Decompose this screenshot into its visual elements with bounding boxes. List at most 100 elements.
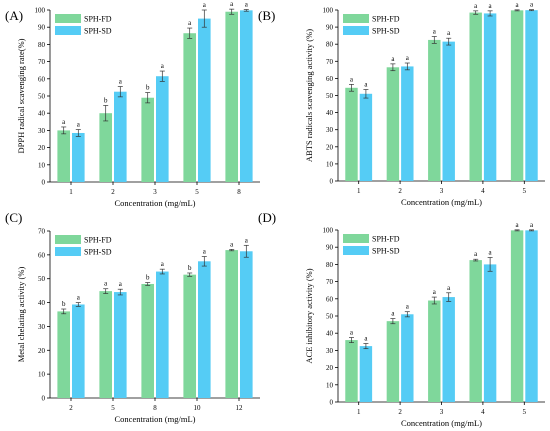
bar-sph-fd [225,11,238,182]
y-tick-label: 40 [326,109,334,117]
y-tick-label: 80 [326,41,334,49]
bar-sph-sd [72,304,85,398]
y-axis-title: DPPH radical scavenging rate(%) [16,38,26,153]
panel-d: (D) 0 10 20 30 40 50 60 70 80 90 100 1 a a 2 a a 3 a a 4 a a 5 a a… [258,210,545,428]
y-tick-label: 10 [326,160,334,168]
bar-sph-fd [99,291,112,398]
y-tick-label: 60 [326,295,334,303]
legend-label: SPH-FD [372,235,400,244]
x-tick-label: 1 [357,408,361,416]
y-tick-label: 100 [323,227,334,235]
panel-b: (B) 0 10 20 30 40 50 60 70 80 90 100 1 a a 2 a a 3 a a 4 a a 5 a a… [258,1,545,207]
bar-sph-sd [359,93,373,181]
bar-sph-fd [57,130,70,182]
bar-sph-sd [401,66,414,181]
x-tick-label: 3 [440,408,444,416]
significance-letter: a [245,236,249,244]
y-tick-label: 90 [326,244,334,252]
significance-letter: a [350,329,354,337]
bar-sph-fd [345,340,358,402]
x-tick-label: 3 [440,187,444,195]
bar-sph-sd [156,271,169,398]
x-tick-label: 8 [237,188,241,196]
bar-sph-fd [183,33,196,182]
bar-sph-sd [240,10,253,183]
y-tick-label: 90 [38,24,46,32]
significance-letter: a [391,55,395,63]
x-tick-label: 2 [111,188,115,196]
bar-sph-sd [442,41,455,182]
x-tick-label: 3 [153,188,157,196]
significance-letter: a [350,75,354,83]
x-tick-label: 1 [69,188,73,196]
bar-sph-sd [198,18,211,182]
y-tick-label: 0 [330,178,334,186]
significance-letter: a [433,28,437,36]
panel-c: (C) 0 10 20 30 40 50 60 70 2 b a 5 a a 8 b a 10 b a 12 a a Conce… [5,210,260,424]
y-tick-label: 10 [38,161,46,169]
significance-letter: a [161,260,165,268]
legend-label: SPH-FD [84,236,112,245]
legend-swatch [343,14,369,23]
bar-sph-fd [428,300,441,402]
bar-sph-fd [428,39,441,181]
bar-sph-fd [386,321,400,402]
y-tick-label: 20 [326,143,334,151]
legend-label: SPH-SD [84,248,112,257]
significance-letter: a [489,2,493,10]
significance-letter: a [119,280,123,288]
bar-sph-fd [141,97,154,182]
legend-swatch [55,14,81,23]
panel-label: (D) [258,210,276,225]
significance-letter: a [433,288,437,296]
significance-letter: a [230,240,234,248]
y-tick-label: 60 [326,75,334,83]
y-tick-label: 70 [326,278,334,286]
significance-letter: a [104,280,108,288]
panel-a: (A) 0 10 20 30 40 50 60 70 80 90 100 1 a a 2 b a 3 b a 5 a a 8 a a… [5,0,260,208]
y-tick-label: 50 [326,92,334,100]
x-tick-label: 12 [236,404,244,412]
x-axis-title: Concentration (mg/mL) [401,418,482,428]
bar-sph-fd [99,113,112,182]
y-tick-label: 20 [38,347,46,355]
bar-sph-fd [510,230,524,402]
y-tick-label: 40 [38,299,46,307]
legend-label: SPH-SD [372,27,400,36]
y-tick-label: 50 [38,93,46,101]
bar-sph-sd [483,264,497,402]
bar-sph-fd [225,250,238,398]
legend-swatch [55,235,81,244]
significance-letter: a [188,19,192,27]
significance-letter: a [406,303,410,311]
y-tick-label: 0 [42,179,46,187]
bar-sph-sd [525,10,538,181]
x-axis-title: Concentration (mg/mL) [115,414,196,424]
bar-sph-sd [483,13,497,182]
significance-letter: a [447,29,451,37]
y-tick-label: 100 [323,7,334,15]
significance-letter: a [474,2,478,10]
y-tick-label: 80 [326,261,334,269]
panel-label: (B) [258,8,275,23]
y-tick-label: 30 [326,347,334,355]
x-axis-title: Concentration (mg/mL) [401,197,482,207]
significance-letter: a [530,221,534,229]
y-tick-label: 70 [326,58,334,66]
significance-letter: a [230,0,234,8]
significance-letter: a [203,248,207,256]
bar-sph-fd [183,274,196,398]
x-tick-label: 10 [194,404,202,412]
bar-sph-fd [510,10,524,182]
x-axis-title: Concentration (mg/mL) [115,198,196,208]
y-tick-label: 30 [38,127,46,135]
bar-sph-sd [114,292,127,398]
significance-letter: a [203,1,207,9]
bar-sph-sd [156,76,169,182]
significance-letter: a [474,250,478,258]
x-tick-label: 5 [111,404,115,412]
legend-label: SPH-FD [84,15,112,24]
y-tick-label: 50 [38,275,46,283]
x-tick-label: 5 [523,408,527,416]
